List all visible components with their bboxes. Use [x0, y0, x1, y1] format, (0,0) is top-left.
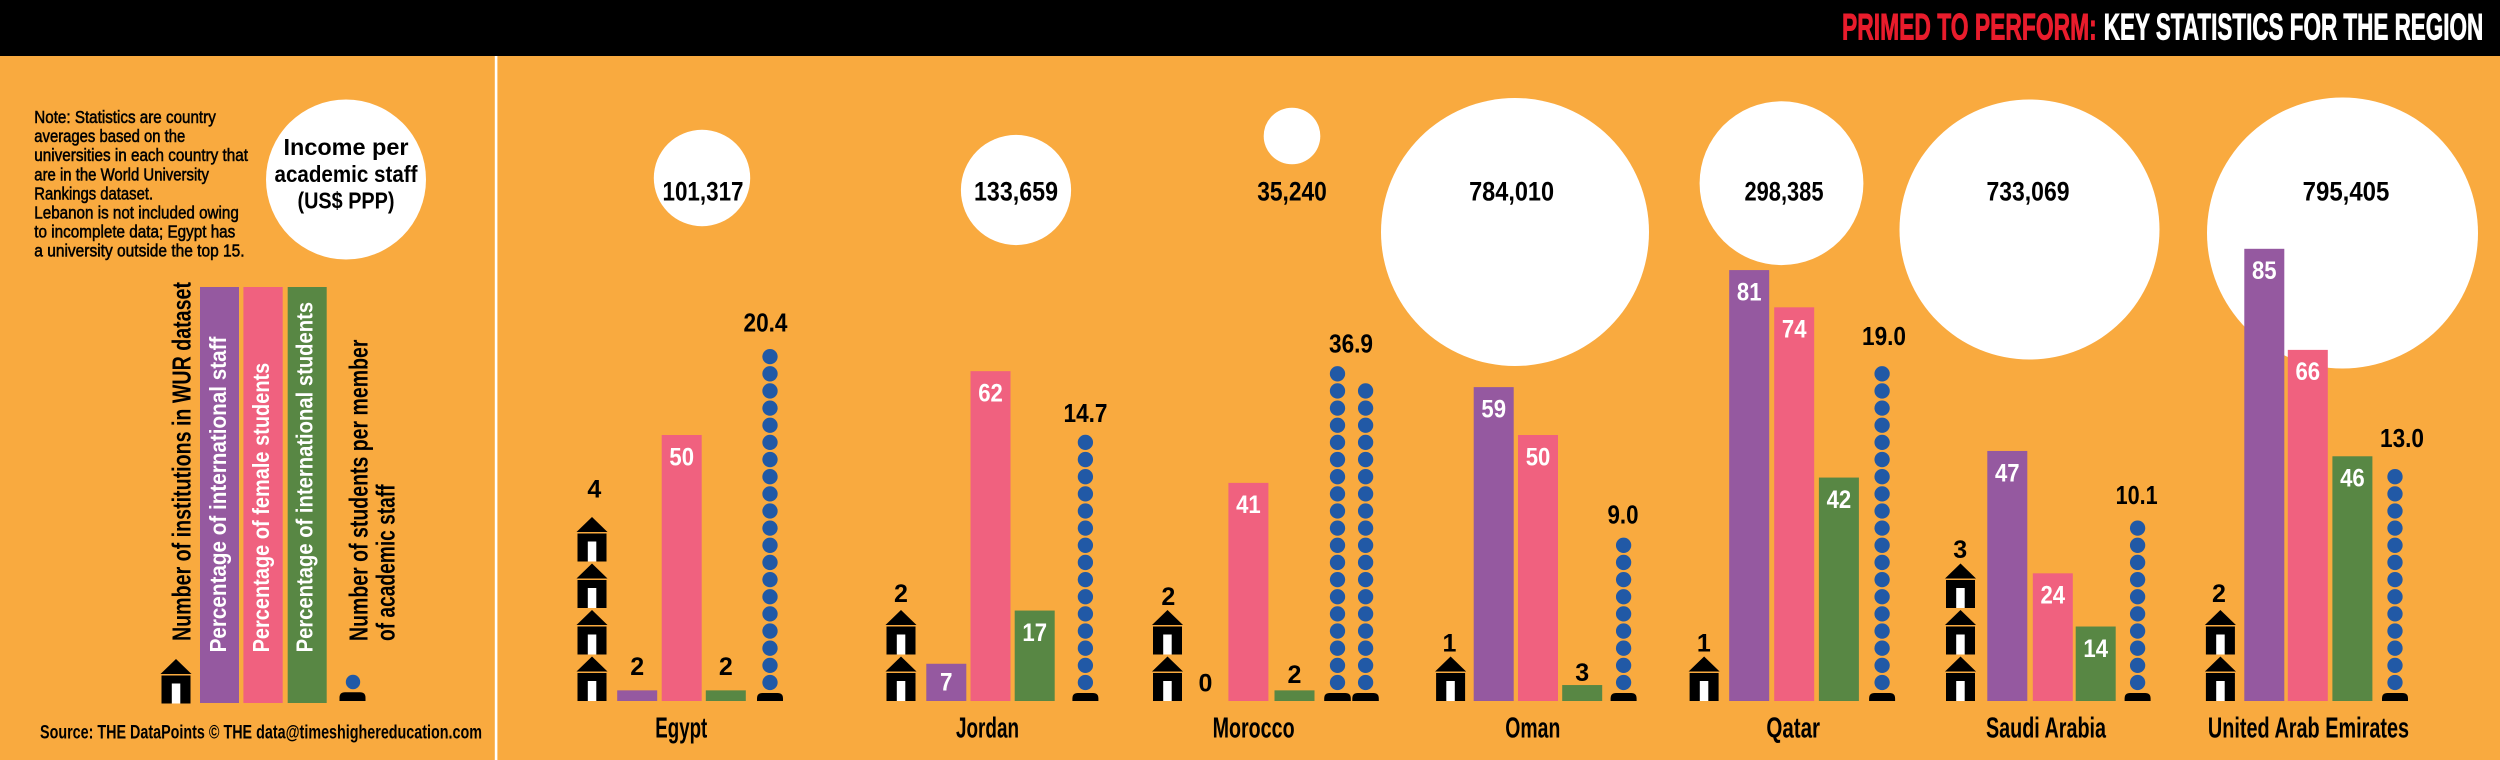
svg-text:795,405: 795,405	[2303, 176, 2390, 206]
svg-text:46: 46	[2340, 465, 2365, 493]
svg-text:733,069: 733,069	[1987, 176, 2070, 206]
svg-text:Number of students per member: Number of students per member	[344, 340, 374, 642]
svg-text:are in the World University: are in the World University	[34, 164, 209, 184]
svg-text:59: 59	[1481, 395, 1506, 423]
svg-text:9.0: 9.0	[1608, 499, 1639, 529]
svg-text:academic staff: academic staff	[275, 161, 418, 187]
svg-text:7: 7	[940, 669, 953, 697]
svg-text:298,385: 298,385	[1745, 176, 1824, 206]
svg-text:66: 66	[2296, 358, 2321, 386]
svg-text:2: 2	[1161, 583, 1175, 611]
svg-text:81: 81	[1737, 278, 1762, 306]
svg-text:42: 42	[1827, 486, 1852, 514]
svg-text:20.4: 20.4	[744, 307, 788, 337]
svg-text:(US$ PPP): (US$ PPP)	[298, 188, 395, 214]
svg-text:85: 85	[2252, 257, 2277, 285]
svg-text:2: 2	[630, 653, 644, 681]
svg-text:averages based on the: averages based on the	[34, 126, 185, 146]
svg-text:74: 74	[1782, 316, 1807, 344]
svg-text:Number of institutions in WUR: Number of institutions in WUR dataset	[167, 282, 197, 641]
svg-text:Saudi Arabia: Saudi Arabia	[1986, 712, 2107, 744]
svg-text:Rankings dataset.: Rankings dataset.	[34, 183, 153, 203]
svg-text:1: 1	[1697, 630, 1711, 658]
svg-text:2: 2	[2212, 580, 2226, 608]
svg-text:Percentage of international st: Percentage of international students	[292, 302, 318, 653]
svg-text:Lebanon is not included owing: Lebanon is not included owing	[34, 202, 239, 222]
svg-text:Oman: Oman	[1505, 712, 1560, 744]
svg-text:50: 50	[669, 443, 694, 471]
svg-text:Qatar: Qatar	[1766, 712, 1820, 744]
svg-text:Egypt: Egypt	[655, 712, 707, 744]
svg-text:35,240: 35,240	[1257, 176, 1327, 206]
svg-text:Source: THE DataPoints © THE d: Source: THE DataPoints © THE data@timesh…	[40, 722, 482, 744]
svg-text:4: 4	[587, 475, 601, 503]
svg-text:0: 0	[1199, 670, 1213, 698]
svg-text:Morocco: Morocco	[1213, 712, 1295, 744]
svg-text:101,317: 101,317	[663, 176, 744, 206]
svg-text:2: 2	[719, 653, 733, 681]
svg-text:PRIMED TO PERFORM:: PRIMED TO PERFORM:	[1842, 6, 2097, 47]
svg-text:Percentage of international st: Percentage of international staff	[205, 336, 231, 652]
svg-text:14.7: 14.7	[1064, 398, 1108, 428]
svg-text:universities in each country t: universities in each country that	[34, 145, 248, 165]
svg-text:3: 3	[1575, 659, 1589, 687]
svg-text:19.0: 19.0	[1862, 321, 1906, 351]
svg-text:Note: Statistics are country: Note: Statistics are country	[34, 107, 216, 127]
svg-text:Income per: Income per	[284, 134, 409, 160]
svg-text:2: 2	[894, 580, 908, 608]
svg-text:133,659: 133,659	[974, 176, 1058, 206]
svg-text:1: 1	[1442, 630, 1456, 658]
svg-text:of academic staff: of academic staff	[371, 484, 401, 641]
svg-text:41: 41	[1236, 491, 1261, 519]
svg-text:to incomplete data; Egypt has: to incomplete data; Egypt has	[34, 221, 235, 241]
svg-text:14: 14	[2083, 635, 2108, 663]
svg-text:62: 62	[978, 379, 1003, 407]
svg-text:3: 3	[1953, 536, 1967, 564]
svg-text:47: 47	[1995, 459, 2020, 487]
svg-text:36.9: 36.9	[1329, 329, 1373, 359]
svg-text:784,010: 784,010	[1469, 176, 1554, 206]
svg-text:13.0: 13.0	[2380, 423, 2424, 453]
svg-text:17: 17	[1022, 619, 1047, 647]
svg-text:a university outside the top 1: a university outside the top 15.	[34, 240, 244, 260]
svg-text:50: 50	[1526, 443, 1551, 471]
svg-text:10.1: 10.1	[2116, 480, 2158, 510]
svg-text:2: 2	[1288, 661, 1302, 689]
svg-text:KEY STATISTICS FOR THE REGION: KEY STATISTICS FOR THE REGION	[2104, 6, 2483, 47]
svg-text:United Arab Emirates: United Arab Emirates	[2208, 712, 2409, 744]
svg-text:24: 24	[2041, 582, 2066, 610]
svg-text:Jordan: Jordan	[956, 712, 1019, 744]
svg-text:Percentage of female students: Percentage of female students	[248, 363, 274, 653]
